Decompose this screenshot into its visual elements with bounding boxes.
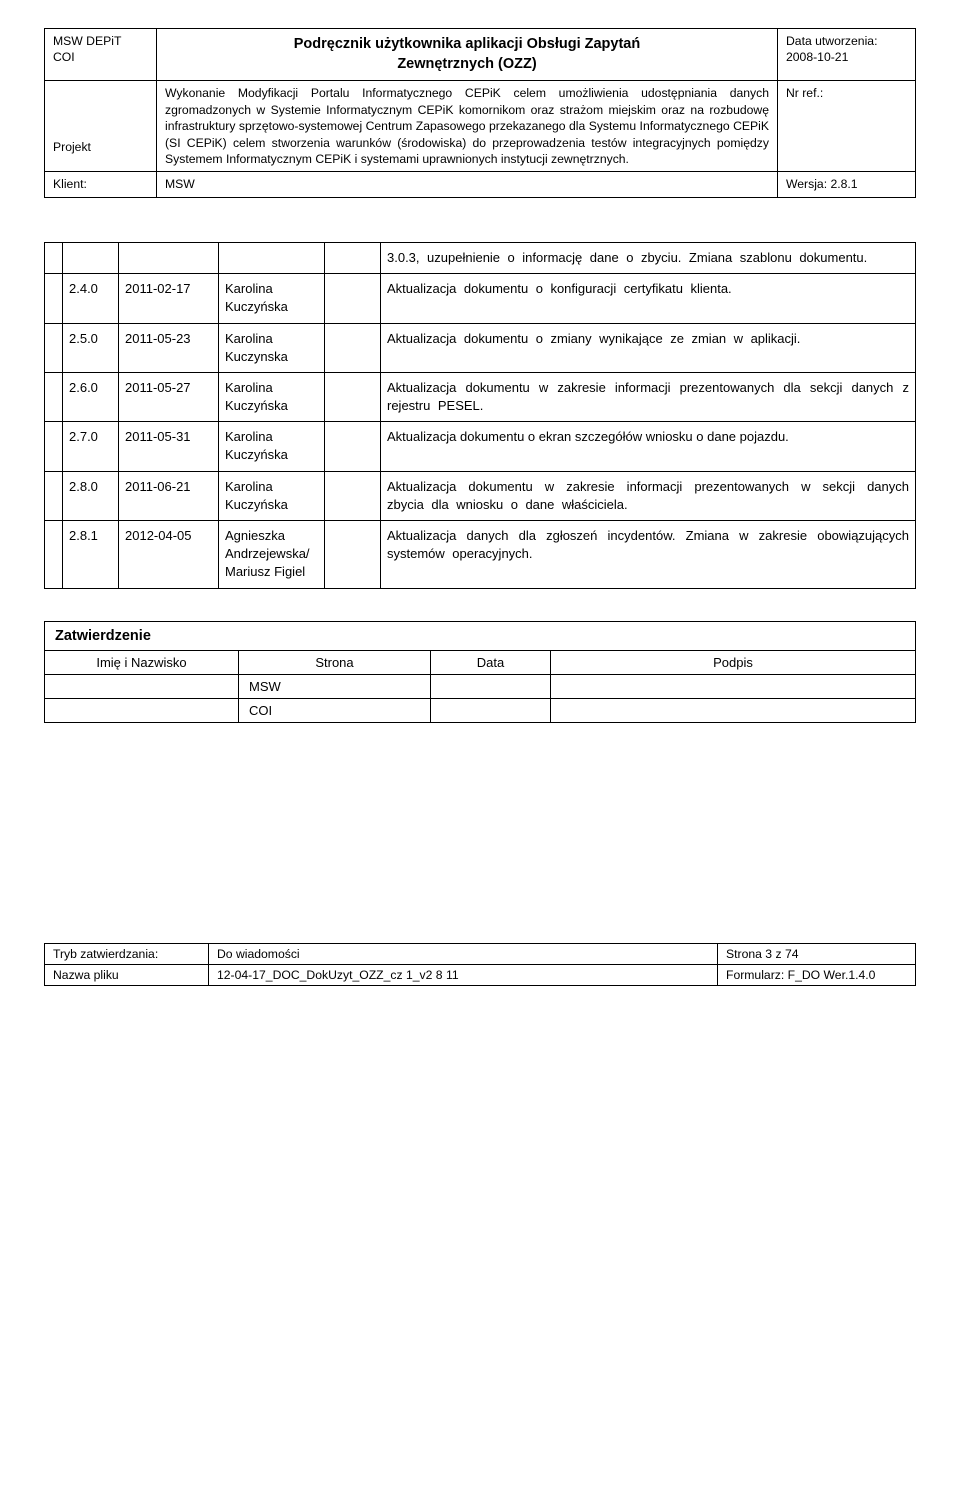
approval-col-date: Data xyxy=(431,650,551,674)
table-cell xyxy=(325,242,381,273)
approval-col-party: Strona xyxy=(239,650,431,674)
history-date: 2011-06-21 xyxy=(119,471,219,520)
footer-r2c1: Nazwa pliku xyxy=(45,964,209,985)
title-line2: Zewnętrznych (OZZ) xyxy=(397,56,536,72)
history-version: 2.8.1 xyxy=(63,521,119,589)
history-version: 2.8.0 xyxy=(63,471,119,520)
footer-r2c2: 12-04-17_DOC_DokUzyt_OZZ_cz 1_v2 8 11 xyxy=(209,964,718,985)
approval-table: Zatwierdzenie Imię i Nazwisko Strona Dat… xyxy=(44,621,916,723)
project-text: Wykonanie Modyfikacji Portalu Informatyc… xyxy=(157,81,778,172)
table-cell xyxy=(45,242,63,273)
approval-party-2: COI xyxy=(239,698,431,722)
table-cell xyxy=(431,674,551,698)
table-cell xyxy=(45,422,63,471)
history-author: Karolina Kuczyńska xyxy=(219,422,325,471)
revision-history-table: 3.0.3, uzupełnienie o informację dane o … xyxy=(44,242,916,589)
history-date: 2011-05-27 xyxy=(119,372,219,421)
table-cell xyxy=(551,674,916,698)
table-cell xyxy=(45,698,239,722)
table-cell xyxy=(119,242,219,273)
history-top-desc: 3.0.3, uzupełnienie o informację dane o … xyxy=(381,242,916,273)
footer-r1c1: Tryb zatwierdzania: xyxy=(45,943,209,964)
table-cell xyxy=(325,323,381,372)
history-version: 2.5.0 xyxy=(63,323,119,372)
history-desc: Aktualizacja dokumentu o konfiguracji ce… xyxy=(381,274,916,323)
table-cell xyxy=(45,521,63,589)
table-cell xyxy=(325,422,381,471)
created-date: 2008-10-21 xyxy=(786,50,848,64)
history-version: 2.6.0 xyxy=(63,372,119,421)
client-value: MSW xyxy=(157,172,778,197)
table-cell xyxy=(45,471,63,520)
project-label: Projekt xyxy=(45,81,157,172)
table-cell xyxy=(45,323,63,372)
org-cell: MSW DEPiT COI xyxy=(45,29,157,81)
table-cell xyxy=(325,471,381,520)
table-cell xyxy=(325,372,381,421)
table-cell xyxy=(45,674,239,698)
approval-col-name: Imię i Nazwisko xyxy=(45,650,239,674)
history-author: Agnieszka Andrzejewska/Mariusz Figiel xyxy=(219,521,325,589)
table-cell xyxy=(45,372,63,421)
footer-r1c3: Strona 3 z 74 xyxy=(718,943,916,964)
created-label: Data utworzenia: xyxy=(786,34,877,48)
org-line1: MSW DEPiT xyxy=(53,34,121,48)
approval-col-sign: Podpis xyxy=(551,650,916,674)
footer-r2c3: Formularz: F_DO Wer.1.4.0 xyxy=(718,964,916,985)
history-desc: Aktualizacja dokumentu w zakresie inform… xyxy=(381,372,916,421)
created-cell: Data utworzenia: 2008-10-21 xyxy=(778,29,916,81)
footer-r1c2: Do wiadomości xyxy=(209,943,718,964)
table-cell xyxy=(551,698,916,722)
history-date: 2011-02-17 xyxy=(119,274,219,323)
history-desc: Aktualizacja dokumentu o zmiany wynikają… xyxy=(381,323,916,372)
history-date: 2011-05-31 xyxy=(119,422,219,471)
history-author: Karolina Kuczyńska xyxy=(219,274,325,323)
version-label: Wersja: 2.8.1 xyxy=(778,172,916,197)
table-cell xyxy=(325,521,381,589)
table-cell xyxy=(325,274,381,323)
history-author: Karolina Kuczynska xyxy=(219,323,325,372)
document-header-table: MSW DEPiT COI Podręcznik użytkownika apl… xyxy=(44,28,916,198)
org-line2: COI xyxy=(53,50,75,64)
doc-title: Podręcznik użytkownika aplikacji Obsługi… xyxy=(157,29,778,81)
history-date: 2011-05-23 xyxy=(119,323,219,372)
history-author: Karolina Kuczyńska xyxy=(219,372,325,421)
history-desc: Aktualizacja danych dla zgłoszeń incyden… xyxy=(381,521,916,589)
table-cell xyxy=(219,242,325,273)
history-author: Karolina Kuczyńska xyxy=(219,471,325,520)
history-version: 2.7.0 xyxy=(63,422,119,471)
approval-party-1: MSW xyxy=(239,674,431,698)
history-desc: Aktualizacja dokumentu o ekran szczegółó… xyxy=(381,422,916,471)
table-cell xyxy=(431,698,551,722)
table-cell xyxy=(63,242,119,273)
footer-table: Tryb zatwierdzania: Do wiadomości Strona… xyxy=(44,943,916,986)
history-date: 2012-04-05 xyxy=(119,521,219,589)
title-line1: Podręcznik użytkownika aplikacji Obsługi… xyxy=(294,36,640,52)
client-label: Klient: xyxy=(45,172,157,197)
history-desc: Aktualizacja dokumentu w zakresie inform… xyxy=(381,471,916,520)
table-cell xyxy=(45,274,63,323)
approval-title: Zatwierdzenie xyxy=(45,621,916,650)
history-version: 2.4.0 xyxy=(63,274,119,323)
ref-label: Nr ref.: xyxy=(778,81,916,172)
